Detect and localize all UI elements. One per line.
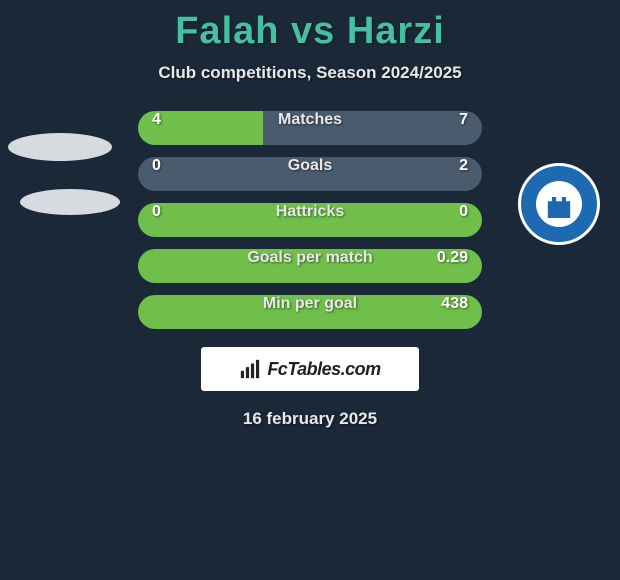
subtitle: Club competitions, Season 2024/2025 [0, 63, 620, 83]
stat-label: Goals per match [138, 249, 482, 267]
bar-chart-icon [239, 358, 261, 380]
stat-bar: 4Matches7 [138, 111, 482, 145]
castle-icon [545, 190, 573, 218]
club-logo-right [518, 163, 600, 245]
date-text: 16 february 2025 [0, 409, 620, 429]
stat-value-right: 438 [441, 295, 468, 313]
stat-row: Min per goal438 [0, 295, 620, 329]
branding-text: FcTables.com [267, 359, 380, 380]
stat-bar: 0Goals2 [138, 157, 482, 191]
stats-area: 4Matches70Goals20Hattricks0Goals per mat… [0, 111, 620, 329]
player-left-oval-1 [8, 133, 112, 161]
stat-label: Matches [138, 111, 482, 129]
club-logo-inner [536, 181, 582, 227]
stat-bar: 0Hattricks0 [138, 203, 482, 237]
stat-value-right: 0 [459, 203, 468, 221]
stat-label: Hattricks [138, 203, 482, 221]
stat-row: Goals per match0.29 [0, 249, 620, 283]
stat-value-right: 2 [459, 157, 468, 175]
page-title: Falah vs Harzi [0, 0, 620, 53]
player-left-oval-2 [20, 189, 120, 215]
stat-value-right: 7 [459, 111, 468, 129]
stat-value-right: 0.29 [437, 249, 468, 267]
branding-box: FcTables.com [201, 347, 419, 391]
stat-bar: Goals per match0.29 [138, 249, 482, 283]
stat-label: Goals [138, 157, 482, 175]
stat-label: Min per goal [138, 295, 482, 313]
stat-bar: Min per goal438 [138, 295, 482, 329]
